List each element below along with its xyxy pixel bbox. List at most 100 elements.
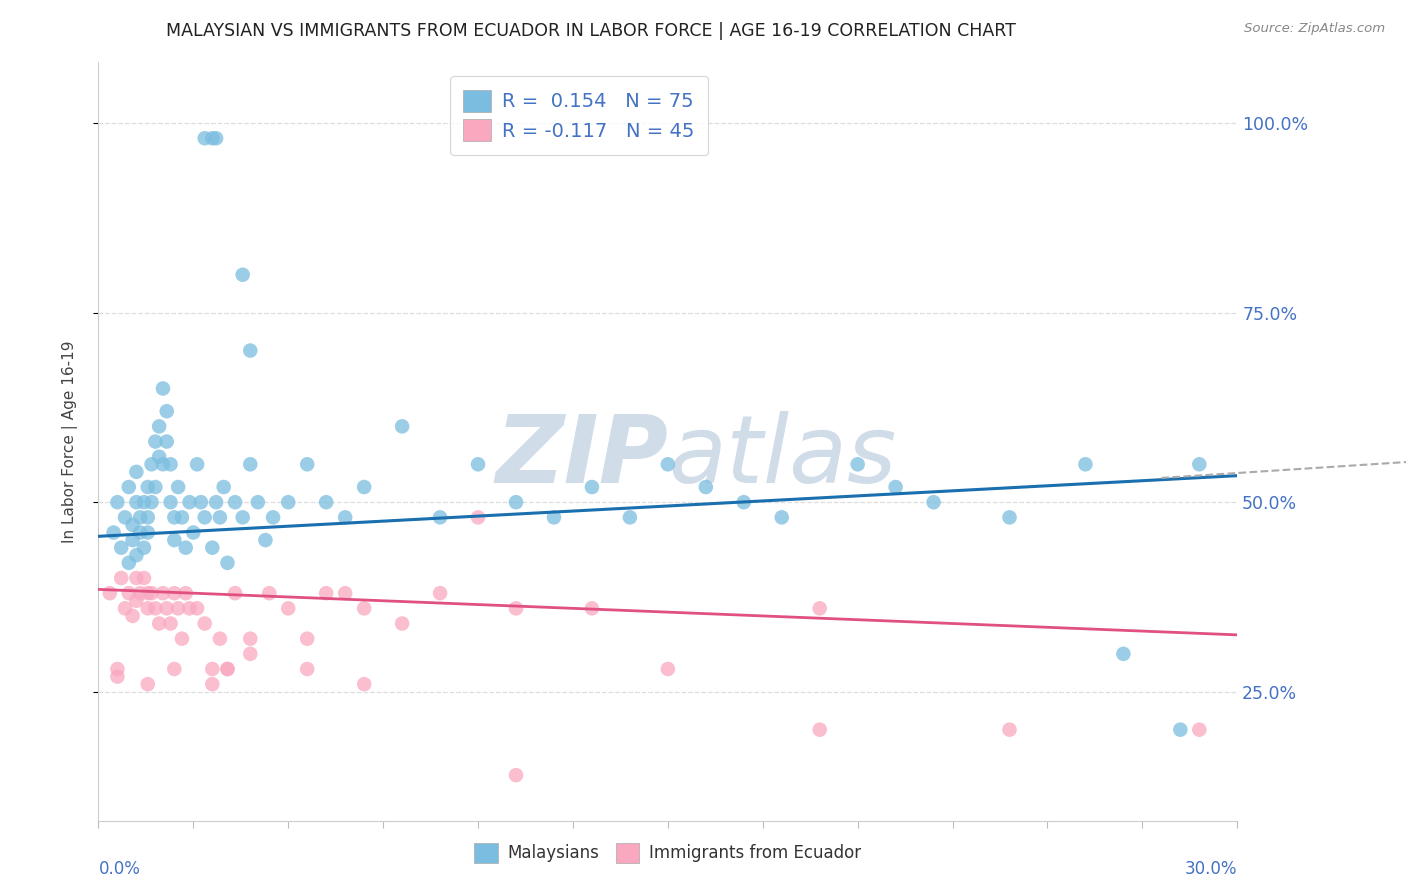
Point: [239, 647, 262, 661]
Point: [543, 510, 565, 524]
Point: [129, 510, 152, 524]
Point: [186, 457, 208, 471]
Point: [132, 541, 155, 555]
Point: [467, 457, 489, 471]
Point: [107, 669, 129, 683]
Point: [121, 517, 143, 532]
Point: [808, 601, 831, 615]
Point: [132, 571, 155, 585]
Point: [125, 465, 148, 479]
Point: [148, 419, 170, 434]
Point: [505, 495, 527, 509]
Point: [733, 495, 755, 509]
Legend: Malaysians, Immigrants from Ecuador: Malaysians, Immigrants from Ecuador: [468, 837, 868, 869]
Point: [136, 510, 159, 524]
Point: [581, 601, 603, 615]
Point: [657, 662, 679, 676]
Point: [297, 662, 319, 676]
Point: [391, 419, 413, 434]
Point: [194, 616, 217, 631]
Point: [103, 525, 125, 540]
Point: [205, 495, 228, 509]
Point: [657, 457, 679, 471]
Point: [159, 495, 181, 509]
Text: Source: ZipAtlas.com: Source: ZipAtlas.com: [1244, 22, 1385, 36]
Point: [118, 480, 141, 494]
Point: [201, 662, 224, 676]
Point: [467, 510, 489, 524]
Point: [129, 586, 152, 600]
Point: [125, 548, 148, 563]
Point: [114, 601, 136, 615]
Point: [141, 586, 163, 600]
Text: atlas: atlas: [668, 411, 896, 502]
Point: [136, 677, 159, 691]
Point: [770, 510, 793, 524]
Point: [179, 601, 201, 615]
Point: [125, 571, 148, 585]
Point: [152, 457, 174, 471]
Point: [246, 495, 269, 509]
Point: [619, 510, 641, 524]
Point: [110, 541, 132, 555]
Point: [297, 457, 319, 471]
Point: [179, 495, 201, 509]
Point: [141, 457, 163, 471]
Point: [846, 457, 869, 471]
Point: [239, 457, 262, 471]
Point: [217, 662, 239, 676]
Point: [163, 586, 186, 600]
Point: [156, 404, 179, 418]
Text: 0.0%: 0.0%: [98, 860, 141, 878]
Point: [201, 541, 224, 555]
Point: [183, 525, 205, 540]
Point: [998, 723, 1021, 737]
Point: [232, 268, 254, 282]
Point: [212, 480, 235, 494]
Point: [239, 632, 262, 646]
Point: [145, 434, 167, 449]
Point: [353, 480, 375, 494]
Point: [156, 601, 179, 615]
Point: [167, 480, 190, 494]
Point: [174, 541, 197, 555]
Point: [163, 510, 186, 524]
Point: [335, 510, 357, 524]
Point: [136, 601, 159, 615]
Point: [201, 677, 224, 691]
Point: [170, 510, 193, 524]
Point: [121, 533, 143, 547]
Point: [114, 510, 136, 524]
Point: [129, 525, 152, 540]
Point: [148, 450, 170, 464]
Point: [159, 616, 181, 631]
Point: [353, 677, 375, 691]
Point: [98, 586, 121, 600]
Point: [297, 632, 319, 646]
Point: [1112, 647, 1135, 661]
Point: [277, 495, 299, 509]
Point: [174, 586, 197, 600]
Point: [922, 495, 945, 509]
Point: [121, 609, 143, 624]
Point: [505, 768, 527, 782]
Point: [194, 131, 217, 145]
Point: [152, 382, 174, 396]
Point: [190, 495, 212, 509]
Point: [201, 131, 224, 145]
Point: [262, 510, 284, 524]
Point: [170, 632, 193, 646]
Point: [110, 571, 132, 585]
Point: [145, 601, 167, 615]
Text: ZIP: ZIP: [495, 410, 668, 503]
Point: [224, 495, 246, 509]
Point: [232, 510, 254, 524]
Text: 30.0%: 30.0%: [1185, 860, 1237, 878]
Point: [1074, 457, 1097, 471]
Point: [145, 480, 167, 494]
Point: [118, 586, 141, 600]
Point: [186, 601, 208, 615]
Point: [208, 510, 231, 524]
Point: [998, 510, 1021, 524]
Point: [152, 586, 174, 600]
